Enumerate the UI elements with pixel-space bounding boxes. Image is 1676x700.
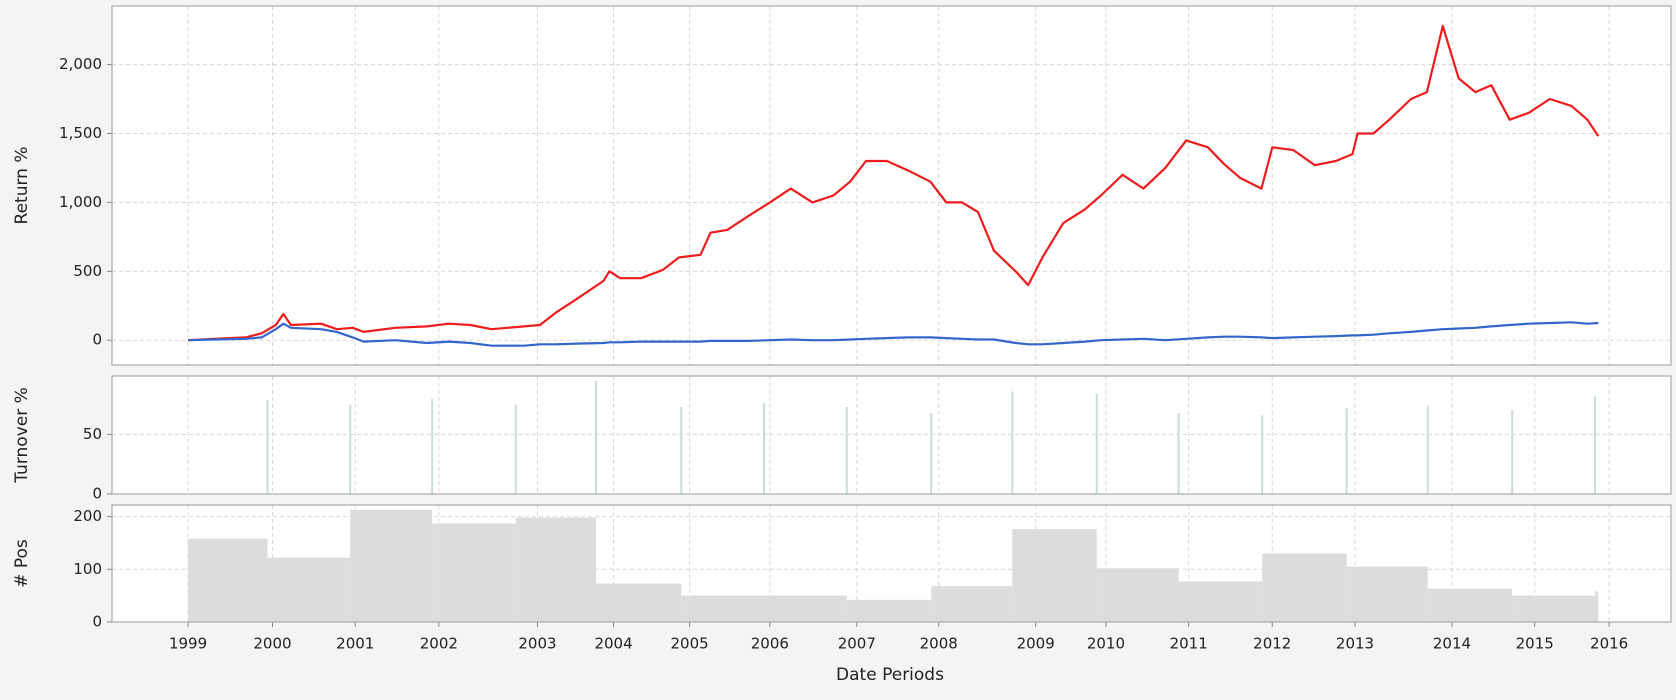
bar [188, 538, 268, 622]
bar [1178, 581, 1263, 622]
bar [1345, 408, 1348, 494]
bar [595, 380, 598, 494]
bar [1426, 405, 1429, 494]
x-tick-label: 2007 [838, 635, 876, 653]
bar [1346, 566, 1428, 622]
y-tick-label: 0 [92, 331, 102, 349]
bar [763, 403, 766, 494]
plot-border [111, 375, 1672, 495]
bar [432, 523, 516, 622]
bar [1594, 591, 1599, 622]
y-tick-label: 1,000 [59, 193, 102, 211]
x-tick-label: 1999 [169, 635, 207, 653]
y-axis-label: Return % [12, 147, 32, 225]
x-tick-label: 2004 [594, 635, 632, 653]
y-tick-label: 100 [73, 560, 102, 578]
x-tick-label: 2006 [751, 635, 789, 653]
plot-area [112, 376, 1671, 494]
bar [1593, 396, 1596, 494]
bar [930, 412, 933, 494]
bar [514, 404, 517, 494]
bar [1512, 595, 1595, 622]
line-series [188, 24, 1600, 342]
x-tick-label: 2011 [1170, 635, 1208, 653]
y-tick-label: 2,000 [59, 55, 102, 73]
x-tick-label: 2013 [1336, 635, 1374, 653]
bar [764, 595, 847, 622]
bar [680, 406, 683, 494]
bar [1262, 553, 1347, 622]
bar [1511, 410, 1514, 494]
bar [1427, 588, 1513, 622]
plot-border [111, 504, 1672, 623]
plot-border [111, 5, 1672, 366]
y-tick-label: 0 [92, 613, 102, 631]
bar [845, 406, 848, 494]
bar [1177, 412, 1180, 494]
x-tick-label: 2000 [253, 635, 291, 653]
plot-area [112, 6, 1671, 365]
x-tick-label: 2005 [671, 635, 709, 653]
x-tick-label: 2001 [336, 635, 374, 653]
bar [681, 595, 765, 622]
y-tick-label: 50 [83, 425, 102, 443]
bar [431, 398, 434, 494]
x-tick-label: 2014 [1433, 635, 1471, 653]
bar [515, 517, 597, 622]
y-tick-label: 0 [92, 485, 102, 503]
x-tick-label: 2010 [1087, 635, 1125, 653]
bar [596, 583, 682, 622]
bar [1011, 391, 1014, 494]
bar [349, 404, 352, 494]
bar [1095, 393, 1098, 494]
x-tick-label: 2008 [920, 635, 958, 653]
x-tick-label: 2016 [1590, 635, 1628, 653]
x-tick-label: 2002 [420, 635, 458, 653]
bar [1096, 568, 1179, 622]
y-tick-label: 1,500 [59, 124, 102, 142]
y-axis-label: # Pos [12, 539, 32, 588]
bar [350, 509, 433, 622]
bar [267, 557, 351, 622]
bar [846, 599, 932, 622]
x-tick-label: 2009 [1017, 635, 1055, 653]
y-axis-label: Turnover % [12, 387, 32, 484]
line-series [188, 321, 1599, 347]
x-tick-label: 2012 [1253, 635, 1291, 653]
bar [1261, 415, 1264, 494]
bar [931, 586, 1013, 622]
x-axis-label: Date Periods [836, 665, 944, 685]
bar [266, 399, 269, 494]
x-tick-label: 2003 [518, 635, 556, 653]
bar [1012, 529, 1097, 622]
x-tick-label: 2015 [1516, 635, 1554, 653]
y-tick-label: 200 [73, 507, 102, 525]
y-tick-label: 500 [73, 262, 102, 280]
